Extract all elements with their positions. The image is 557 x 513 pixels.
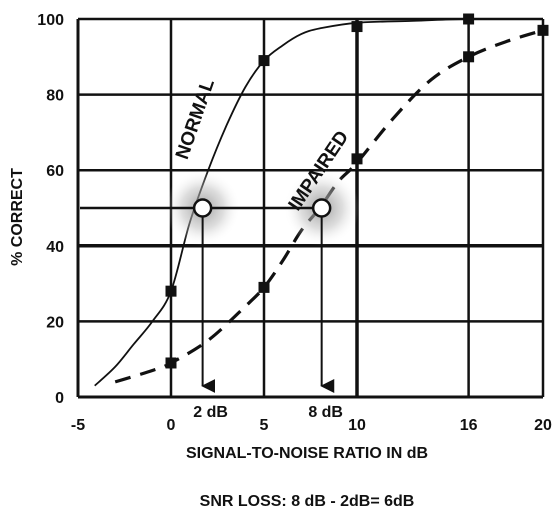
x-tick-label: 10 (348, 417, 366, 434)
normal-marker (258, 55, 270, 67)
y-tick-label: 100 (37, 12, 64, 29)
x-tick-label: 16 (460, 417, 478, 434)
x-tick-label: 20 (534, 417, 552, 434)
y-tick-label: 0 (55, 390, 64, 407)
grid-lines (76, 17, 545, 399)
x-tick-label: 5 (260, 417, 269, 434)
impaired-marker (165, 357, 177, 369)
x-tick-label: -5 (71, 417, 85, 434)
normal-curve (94, 17, 544, 387)
normal-marker (463, 13, 475, 25)
normal-series-label: NORMAL (172, 76, 219, 162)
threshold-point (311, 198, 332, 218)
impaired-marker (351, 153, 363, 165)
threshold-label: 8 dB (308, 404, 343, 421)
labels: % CORRECT SIGNAL-TO-NOISE RATIO IN dB SN… (9, 12, 552, 510)
normal-marker (351, 21, 363, 33)
snr-loss-footer: SNR LOSS: 8 dB - 2dB= 6dB (200, 493, 415, 510)
x-tick-label: 0 (167, 417, 176, 434)
impaired-marker (463, 51, 475, 63)
threshold-point (192, 198, 213, 218)
annotations (80, 170, 360, 393)
y-axis-title: % CORRECT (9, 168, 26, 266)
y-tick-label: 20 (46, 314, 64, 331)
normal-marker (165, 285, 177, 297)
x-axis-title: SIGNAL-TO-NOISE RATIO IN dB (186, 445, 428, 462)
y-tick-label: 40 (46, 239, 64, 256)
impaired-marker (258, 281, 270, 293)
impaired-marker (537, 24, 549, 36)
threshold-label: 2 dB (193, 404, 228, 421)
y-tick-label: 80 (46, 88, 64, 105)
y-tick-label: 60 (46, 163, 64, 180)
